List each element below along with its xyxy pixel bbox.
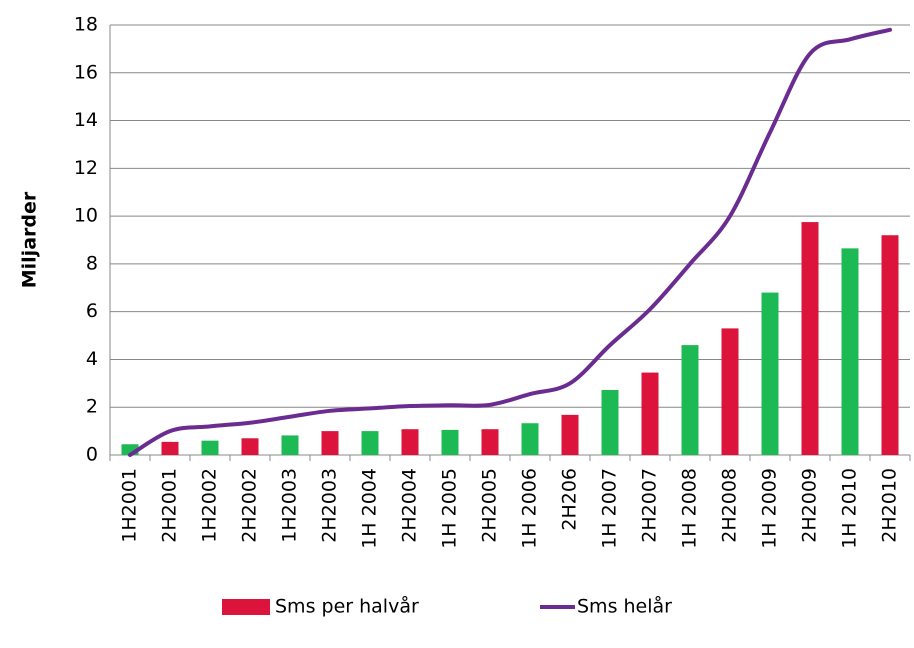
x-tick-label: 1H2003 bbox=[279, 468, 301, 543]
bar bbox=[721, 328, 739, 455]
bar bbox=[241, 438, 259, 455]
legend-label: Sms per halvår bbox=[275, 595, 419, 618]
x-tick-label: 2H2008 bbox=[719, 468, 741, 543]
legend-swatch bbox=[222, 599, 270, 615]
y-tick-label: 2 bbox=[86, 396, 98, 418]
y-tick-label: 4 bbox=[86, 348, 98, 370]
bar bbox=[801, 222, 819, 455]
y-axis-label: Miljarder bbox=[19, 191, 41, 288]
bar bbox=[521, 423, 539, 455]
bar bbox=[201, 440, 219, 455]
x-tick-label: 2H2003 bbox=[319, 468, 341, 543]
bar bbox=[361, 431, 379, 455]
y-tick-label: 14 bbox=[74, 109, 98, 131]
bar bbox=[641, 372, 659, 455]
x-tick-label: 2H2001 bbox=[159, 468, 181, 543]
x-tick-label: 1H 2007 bbox=[599, 468, 621, 549]
x-tick-label: 2H2005 bbox=[479, 468, 501, 543]
y-tick-label: 0 bbox=[86, 444, 98, 466]
x-tick-label: 2H2009 bbox=[799, 468, 821, 543]
legend-label: Sms helår bbox=[577, 595, 672, 618]
x-tick-label: 2H2004 bbox=[399, 468, 421, 543]
x-tick-label: 1H 2004 bbox=[359, 468, 381, 549]
x-tick-label: 2H206 bbox=[559, 468, 581, 531]
y-tick-label: 18 bbox=[74, 14, 98, 36]
line bbox=[128, 27, 892, 457]
x-tick-label: 1H2002 bbox=[199, 468, 221, 543]
x-tick-label: 2H2010 bbox=[879, 468, 901, 543]
bar bbox=[761, 292, 779, 455]
bar bbox=[561, 414, 579, 455]
y-tick-label: 8 bbox=[86, 252, 98, 274]
bar bbox=[321, 431, 339, 455]
x-tick-label: 1H 2008 bbox=[679, 468, 701, 549]
bar bbox=[401, 429, 419, 455]
x-tick-label: 1H 2010 bbox=[839, 468, 861, 549]
y-tick-label: 16 bbox=[74, 61, 98, 83]
bar bbox=[161, 441, 179, 455]
x-tick-label: 1H 2009 bbox=[759, 468, 781, 549]
bar bbox=[441, 429, 459, 455]
x-tick-label: 2H2007 bbox=[639, 468, 661, 543]
y-tick-label: 12 bbox=[74, 157, 98, 179]
bar bbox=[281, 435, 299, 455]
bar bbox=[881, 235, 899, 455]
x-tick-label: 1H 2006 bbox=[519, 468, 541, 549]
bar bbox=[681, 345, 699, 455]
y-tick-label: 6 bbox=[86, 300, 98, 322]
bar bbox=[121, 444, 139, 455]
x-tick-label: 2H2002 bbox=[239, 468, 261, 543]
x-tick-label: 1H 2005 bbox=[439, 468, 461, 549]
bar bbox=[481, 429, 499, 455]
bar bbox=[601, 390, 619, 455]
y-tick-label: 10 bbox=[74, 205, 98, 227]
x-tick-label: 1H2001 bbox=[119, 468, 141, 543]
bar bbox=[841, 248, 859, 455]
